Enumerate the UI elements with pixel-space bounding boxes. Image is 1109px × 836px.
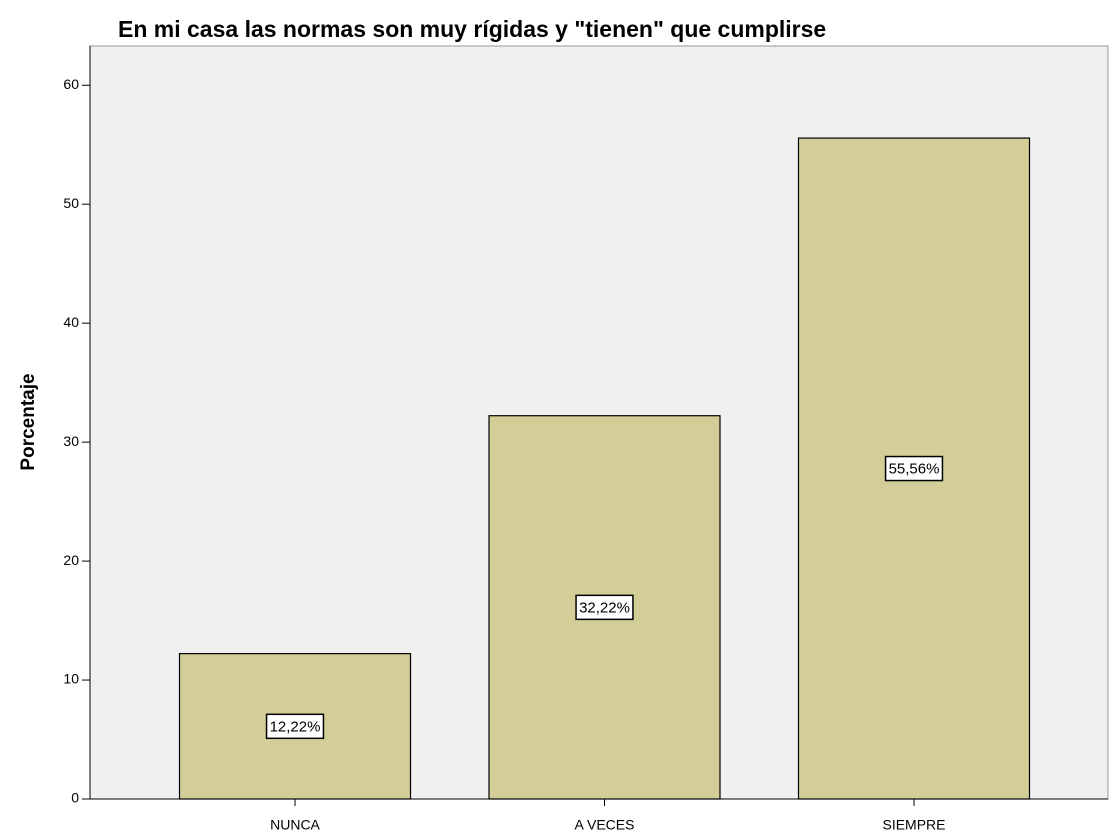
x-tick-label: SIEMPRE: [882, 817, 945, 833]
y-tick-label: 40: [63, 314, 79, 330]
value-label: 32,22%: [579, 599, 630, 616]
value-label-box: [884, 455, 944, 482]
y-tick-label: 20: [63, 552, 79, 568]
x-tick-label: A VECES: [575, 817, 635, 833]
value-label-box: [265, 713, 325, 740]
chart-title: En mi casa las normas son muy rígidas y …: [118, 16, 826, 42]
value-label: 12,22%: [270, 718, 321, 735]
y-tick-label: 10: [63, 671, 79, 687]
y-axis-label: Porcentaje: [18, 373, 39, 470]
value-label-box: [575, 594, 634, 621]
y-tick-label: 50: [63, 195, 79, 211]
y-tick-label: 60: [63, 76, 79, 92]
y-tick-label: 30: [63, 433, 79, 449]
value-label: 55,56%: [889, 461, 940, 478]
x-tick-label: NUNCA: [270, 817, 320, 833]
y-tick-label: 0: [71, 790, 79, 806]
